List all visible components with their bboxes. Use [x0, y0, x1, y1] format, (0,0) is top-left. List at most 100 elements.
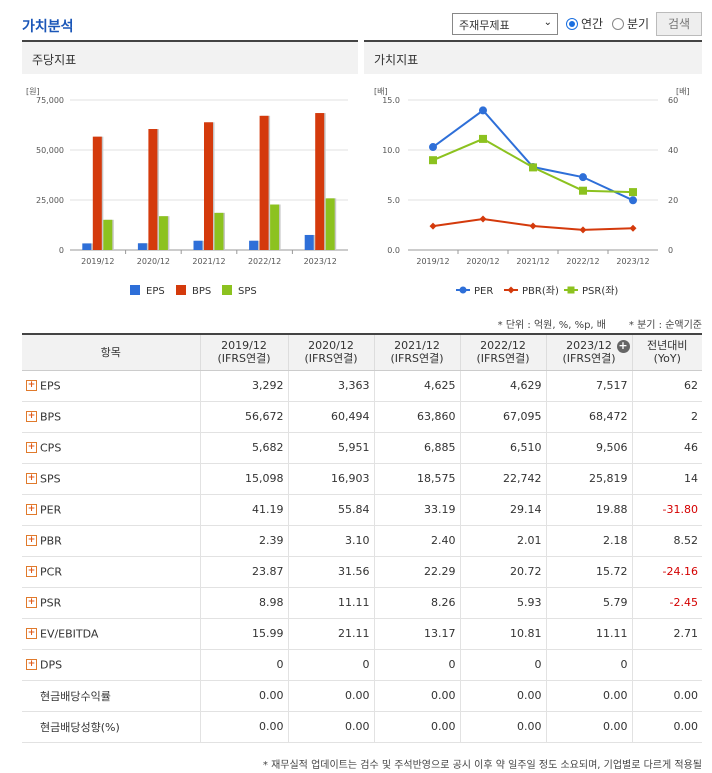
- value-cell: 3,363: [287, 370, 374, 402]
- yoy-cell: 2.71: [631, 618, 702, 650]
- point-marker: [629, 224, 637, 232]
- expand-row-icon[interactable]: +: [26, 659, 37, 671]
- row-label: DPS: [40, 658, 63, 672]
- value-cell: 0.00: [459, 711, 546, 743]
- value-cell: 20.72: [459, 556, 546, 588]
- table-row[interactable]: + BPS 56,672 60,494 63,860 67,095 68,472 2: [22, 401, 702, 433]
- y-right-tick-label: 0: [668, 246, 673, 255]
- expand-columns-icon[interactable]: +: [616, 339, 630, 353]
- table-row[interactable]: + PCR 23.87 31.56 22.29 20.72 15.72 -24.16: [22, 556, 702, 588]
- value-cell: 8.98: [199, 587, 288, 619]
- value-cell: 0.00: [545, 711, 632, 743]
- row-label: EPS: [40, 379, 61, 393]
- x-tick-label: 2023/12: [616, 257, 649, 266]
- y-right-tick-label: 40: [668, 146, 678, 155]
- table-row[interactable]: + PER 41.19 55.84 33.19 29.14 19.88 -31.80: [22, 494, 702, 526]
- value-cell: 8.26: [373, 587, 460, 619]
- header-item: 항목: [22, 334, 200, 371]
- bar-sps: [158, 216, 168, 250]
- yoy-cell: 62: [631, 370, 702, 402]
- value-cell: 0.00: [459, 680, 546, 712]
- point-marker: [579, 173, 587, 182]
- statement-type-select[interactable]: 주재무제표 ⌄: [452, 13, 558, 35]
- value-cell: 5,951: [287, 432, 374, 464]
- value-cell: 11.11: [287, 587, 374, 619]
- point-marker: [529, 222, 537, 230]
- per-share-bar-chart: [원] 0 25,000 50,000 75,000 2019/12 2020/12 2021…: [26, 87, 348, 297]
- y-tick-label: 50,000: [36, 146, 64, 155]
- table-row[interactable]: + PSR 8.98 11.11 8.26 5.93 5.79 -2.45: [22, 587, 702, 619]
- x-tick-label: 2019/12: [416, 257, 449, 266]
- yoy-cell: -31.80: [631, 494, 702, 526]
- value-cell: 29.14: [459, 494, 546, 526]
- row-label: PSR: [40, 596, 62, 610]
- legend-marker: [567, 286, 575, 294]
- value-cell: 0: [199, 649, 288, 681]
- page-title: 가치분석: [22, 19, 74, 35]
- value-cell: 7,517: [545, 370, 632, 402]
- row-label-cell: + EPS: [22, 370, 200, 402]
- select-value: 주재무제표: [459, 19, 510, 32]
- row-label: 현금배당수익률: [40, 689, 111, 703]
- header-basis: (IFRS연결): [562, 352, 616, 366]
- bar-bps: [204, 122, 213, 250]
- value-cell: 15.99: [199, 618, 288, 650]
- table-row: 현금배당수익률 0.00 0.00 0.00 0.00 0.00 0.00: [22, 680, 702, 712]
- table-row[interactable]: + PBR 2.39 3.10 2.40 2.01 2.18 8.52: [22, 525, 702, 557]
- yoy-cell: [631, 649, 702, 681]
- expand-row-icon[interactable]: +: [26, 473, 37, 485]
- yoy-cell: 0.00: [631, 680, 702, 712]
- value-cell: 0: [287, 649, 374, 681]
- value-cell: 2.18: [545, 525, 632, 557]
- bar-sps: [214, 212, 224, 250]
- row-label: CPS: [40, 441, 62, 455]
- radio-annual[interactable]: 연간: [566, 15, 603, 32]
- header-period: 2023/12: [566, 339, 612, 353]
- yoy-cell: -24.16: [631, 556, 702, 588]
- radio-checked-icon: [566, 17, 578, 30]
- expand-row-icon[interactable]: +: [26, 442, 37, 454]
- search-button[interactable]: 검색: [656, 12, 702, 36]
- y-right-tick-label: 20: [668, 196, 678, 205]
- expand-row-icon[interactable]: +: [26, 597, 37, 609]
- legend-label: PSR(좌): [582, 285, 618, 297]
- header-col-0: 2019/12 (IFRS연결): [199, 334, 288, 371]
- header-period: 2022/12: [480, 339, 526, 353]
- expand-row-icon[interactable]: +: [26, 535, 37, 547]
- radio-quarter[interactable]: 분기: [612, 15, 649, 32]
- value-cell: 3,292: [199, 370, 288, 402]
- table-row[interactable]: + CPS 5,682 5,951 6,885 6,510 9,506 46: [22, 432, 702, 464]
- expand-row-icon[interactable]: +: [26, 411, 37, 423]
- y-tick-label: 0: [59, 246, 64, 255]
- value-cell: 55.84: [287, 494, 374, 526]
- legend-label: PER: [474, 286, 493, 297]
- table-row[interactable]: + DPS 0 0 0 0 0: [22, 649, 702, 681]
- expand-row-icon[interactable]: +: [26, 566, 37, 578]
- expand-row-icon[interactable]: +: [26, 504, 37, 516]
- table-row[interactable]: + EV/EBITDA 15.99 21.11 13.17 10.81 11.11 2.71: [22, 618, 702, 650]
- header-basis: (IFRS연결): [304, 352, 358, 366]
- point-marker: [429, 143, 437, 152]
- point-marker: [529, 163, 537, 172]
- value-cell: 31.56: [287, 556, 374, 588]
- value-cell: 9,506: [545, 432, 632, 464]
- bar-eps: [193, 240, 203, 250]
- expand-row-icon[interactable]: +: [26, 380, 37, 392]
- x-tick-label: 2023/12: [304, 257, 337, 266]
- expand-row-icon[interactable]: +: [26, 628, 37, 640]
- value-cell: 4,625: [373, 370, 460, 402]
- value-cell: 63,860: [373, 401, 460, 433]
- row-label: PER: [40, 503, 62, 517]
- y-left-tick-label: 5.0: [387, 196, 400, 205]
- row-label: PCR: [40, 565, 62, 579]
- header-basis: (IFRS연결): [217, 352, 271, 366]
- table-row[interactable]: + EPS 3,292 3,363 4,625 4,629 7,517 62: [22, 370, 702, 402]
- row-label-cell: + PER: [22, 494, 200, 526]
- value-cell: 60,494: [287, 401, 374, 433]
- per-share-panel-title: 주당지표: [22, 42, 358, 74]
- header-period: 2020/12: [308, 339, 354, 353]
- point-marker: [579, 226, 587, 234]
- table-row[interactable]: + SPS 15,098 16,903 18,575 22,742 25,819 14: [22, 463, 702, 495]
- value-cell: 18,575: [373, 463, 460, 495]
- radio-annual-label: 연간: [581, 17, 604, 31]
